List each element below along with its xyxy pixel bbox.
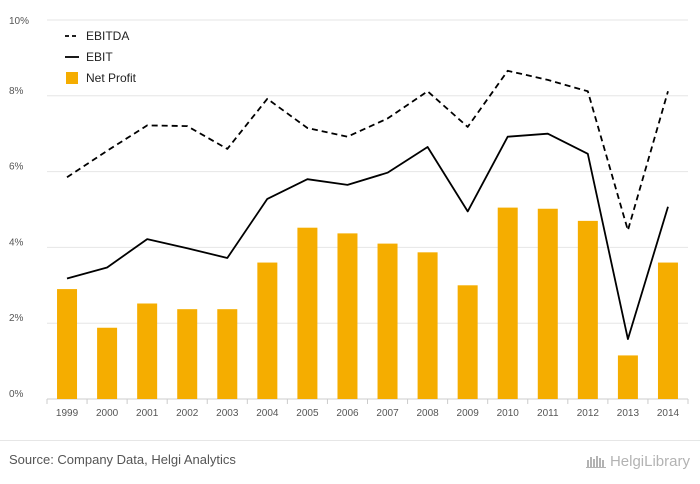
line-series <box>66 69 669 341</box>
legend-label-ebitda: EBITDA <box>86 29 129 43</box>
line-ebitda <box>66 69 669 232</box>
brand-logo[interactable]: HelgiLibrary <box>585 451 690 471</box>
x-tick-label: 2007 <box>376 408 399 419</box>
bar-net-profit <box>497 207 518 399</box>
bar-net-profit <box>137 303 158 399</box>
bar-net-profit <box>377 243 398 399</box>
bar-net-profit <box>417 252 438 399</box>
legend-label-net-profit: Net Profit <box>86 71 137 85</box>
bar-net-profit <box>617 355 638 399</box>
y-tick-label: 4% <box>9 237 24 248</box>
y-tick-label: 6% <box>9 162 24 173</box>
y-tick-label: 0% <box>9 389 24 400</box>
legend: EBITDA EBIT Net Profit <box>65 29 137 85</box>
bar-net-profit <box>297 227 318 399</box>
y-tick-label: 10% <box>9 16 29 27</box>
x-tick-label: 2013 <box>617 408 640 419</box>
x-tick-label: 2011 <box>537 408 559 419</box>
x-tick-label: 2012 <box>577 408 600 419</box>
x-axis-ticks: 1999 2000 2001 2002 2003 2004 2005 2006 2007 2008… <box>46 399 689 419</box>
x-tick-label: 2010 <box>497 408 520 419</box>
net-profit-bars <box>57 207 678 399</box>
bar-net-profit <box>97 327 118 399</box>
bar-net-profit <box>177 309 198 399</box>
y-tick-label: 8% <box>9 86 24 97</box>
brand-name: HelgiLibrary <box>609 452 690 470</box>
bar-net-profit <box>257 262 278 399</box>
bar-net-profit <box>57 289 78 399</box>
x-tick-label: 1999 <box>56 408 79 419</box>
x-tick-label: 2006 <box>336 408 359 419</box>
x-tick-label: 2004 <box>256 408 279 419</box>
x-tick-label: 2005 <box>296 408 319 419</box>
legend-swatch-net-profit <box>66 72 78 84</box>
source-note: Source: Company Data, Helgi Analytics <box>9 452 236 467</box>
bar-net-profit <box>577 220 598 399</box>
bar-net-profit <box>337 233 358 399</box>
x-tick-label: 2008 <box>416 408 439 419</box>
x-tick-label: 2001 <box>136 408 159 419</box>
chart: 0% 2% 4% 6% 8% 10% 1999 2000 2001 2002 2003 2004 20… <box>9 16 689 419</box>
bar-net-profit <box>217 309 238 399</box>
footer: Source: Company Data, Helgi Analytics He… <box>0 440 700 484</box>
y-axis-ticks: 0% 2% 4% 6% 8% 10% <box>9 16 29 400</box>
x-tick-label: 2014 <box>657 408 680 419</box>
y-tick-label: 2% <box>9 313 24 324</box>
x-tick-label: 2000 <box>96 408 119 419</box>
line-ebit <box>66 132 669 341</box>
bar-net-profit <box>537 208 558 399</box>
x-tick-label: 2009 <box>457 408 480 419</box>
bar-net-profit <box>457 285 478 399</box>
legend-label-ebit: EBIT <box>86 50 113 64</box>
x-tick-label: 2002 <box>176 408 199 419</box>
bar-net-profit <box>657 262 678 399</box>
library-icon <box>585 456 606 468</box>
x-tick-label: 2003 <box>216 408 239 419</box>
